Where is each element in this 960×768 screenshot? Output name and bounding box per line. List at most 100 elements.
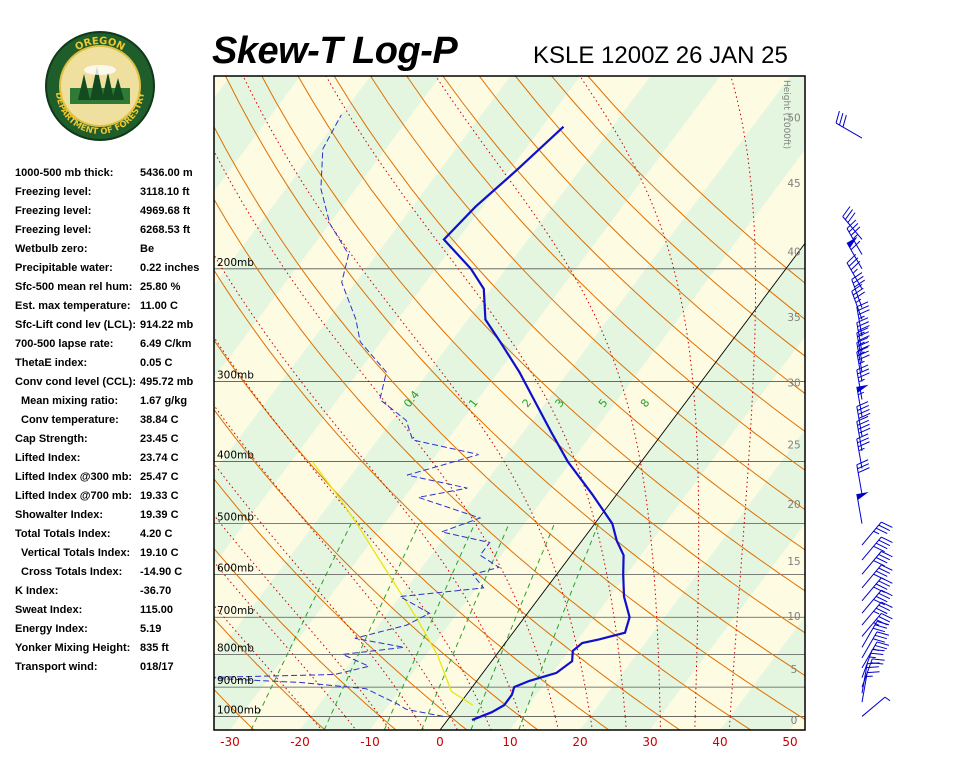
wind-barb [861,631,890,659]
wind-barb-flag [881,589,893,597]
dry-adiabat-line [478,76,805,395]
stat-value: 11.00 C [140,300,178,312]
wind-barb-flag [857,321,869,328]
moist-adiabat-line [214,336,486,717]
wind-barb-staff [851,291,863,320]
stat-value: 23.45 C [140,433,179,445]
height-label: 20 [787,499,800,511]
wind-barb-staff [861,696,886,717]
wind-barb-staff [861,613,882,637]
mixing-ratio-line [323,523,420,730]
wind-barb-flag [875,607,888,615]
wind-barb [856,317,870,353]
wind-barb-flag [881,564,893,571]
wind-barb-flag [856,433,869,440]
stat-value: 19.33 C [140,490,179,502]
stat-label: Precipitable water: [15,262,113,274]
wind-barb-half-flag [852,268,858,274]
moist-adiabat-line [309,716,323,730]
wind-barb [856,459,870,495]
dry-adiabat-line [515,76,805,357]
dry-adiabat-line [406,76,805,471]
wind-barb-flag [874,644,888,650]
wind-barb-flag [878,524,891,531]
wind-barb-flag [872,638,886,643]
zero-isotherm-line [439,242,805,730]
mixing-ratio-line [518,523,599,730]
wind-barb [861,589,893,614]
wind-barb-flag [856,459,869,466]
isotherm-band [510,336,805,730]
wind-barb-flag [875,527,888,535]
wind-barb-flag [872,658,885,661]
stat-value: 0.22 inches [140,262,200,274]
wind-barb-flag [857,423,870,430]
wind-barb [861,696,891,717]
wind-barb-flag [872,627,886,633]
parcel-path-line [311,461,474,706]
wind-barb-staff [861,551,882,575]
stat-label: Lifted Index @300 mb: [15,471,133,483]
dry-adiabat-line [370,76,805,511]
wind-barb [856,433,870,469]
wind-barb-flag [876,631,890,636]
wind-barb-flag [875,570,888,577]
wind-barb-flag [881,601,893,608]
wind-barb-flag [875,557,888,564]
wind-barb-flag [835,111,840,124]
pressure-label: 500mb [217,512,254,524]
wind-barb [861,641,890,669]
isotherm-band [720,616,805,730]
stat-value: 4.20 C [140,528,173,540]
wind-barb-flag [875,583,888,590]
wind-barb-flag [873,545,885,553]
oregon-forestry-logo: OREGON DEPARTMENT OF FORESTRY [45,31,155,141]
stat-value: 5.19 [140,623,162,635]
wind-barb-flag [857,437,869,444]
stat-label: Vertical Totals Index: [21,547,131,559]
stat-value: 38.84 C [140,414,179,426]
stat-label: Freezing level: [15,224,92,236]
wind-barb-flag [857,467,870,474]
wind-barb-staff [861,601,882,626]
moist-adiabat-line [325,76,626,717]
wind-barb-staff [861,536,882,561]
wind-barb-pennant [856,492,869,501]
wind-barb-flag [866,666,879,669]
wind-barb-flag [867,671,880,674]
wind-barb-staff [856,386,863,417]
stat-value: 19.39 C [140,509,179,521]
wind-barb-half-flag [873,610,880,615]
wind-barb-staff [856,464,863,495]
stat-value: 23.74 C [140,452,179,464]
wind-barb-flag [881,550,893,558]
wind-barb-staff [842,216,863,240]
dewpoint-profile-line [214,114,501,717]
isotherm-band [0,76,161,730]
dry-adiabat-line [225,76,805,677]
height-label: 15 [787,556,800,568]
moist-adiabat-line [242,76,591,717]
moist-adiabat-line [214,561,346,717]
wind-barb-flag [854,279,866,288]
wind-barb-pennant [856,384,869,393]
stat-value: 018/17 [140,661,174,673]
pressure-label: 300mb [217,370,254,382]
svg-text:OREGON: OREGON [73,36,126,53]
wind-barb [861,601,893,626]
stat-value: 115.00 [140,604,174,616]
wind-barb-staff [861,649,873,678]
wind-barb-staff [856,494,863,524]
stat-label: Sfc-Lift cond lev (LCL): [15,319,136,331]
isotherm-band [790,710,805,730]
height-label: 5 [791,664,798,676]
pressure-label: 600mb [217,562,254,574]
wind-barb [856,384,869,417]
stat-label: ThetaE index: [15,357,88,369]
wind-barb [861,612,893,637]
dry-adiabat-line [214,198,752,730]
wind-barb-staff [856,351,863,382]
dry-adiabat-line [214,617,326,730]
stat-value: 5436.00 m [140,167,193,179]
